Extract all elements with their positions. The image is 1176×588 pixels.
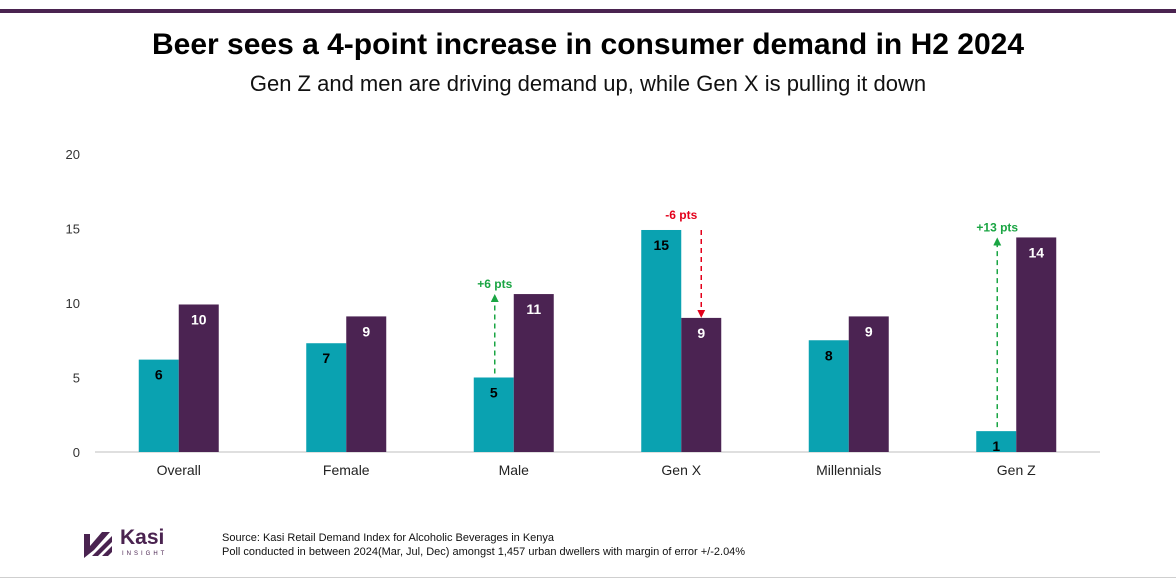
bar-chart: 0 5 10 15 20 6 10 Overall 7 9 Female 5 11 Male +6 pts 1… <box>66 147 1100 478</box>
bar-millennials-h1 <box>808 340 849 452</box>
data-label: 1 <box>992 438 1000 454</box>
bar-gen-z-h2 <box>1016 237 1057 452</box>
data-label: 14 <box>1028 244 1044 260</box>
change-label: -6 pts <box>665 208 697 222</box>
data-label: 7 <box>322 350 330 366</box>
logo-tagline: INSIGHT <box>122 551 168 557</box>
data-label: 9 <box>362 323 370 339</box>
x-tick-label: Male <box>499 462 530 478</box>
bar-millennials-h2 <box>848 316 889 452</box>
bar-overall-h2 <box>178 304 219 452</box>
data-label: 8 <box>825 347 833 363</box>
logo-name: Kasi <box>120 526 165 549</box>
bar-male-h1 <box>473 377 514 452</box>
bar-overall-h1 <box>138 359 179 452</box>
chart-subtitle: Gen Z and men are driving demand up, whi… <box>249 71 927 96</box>
y-tick-label: 0 <box>73 445 80 460</box>
x-tick-label: Gen X <box>661 462 701 478</box>
kasi-logo: Kasi INSIGHT <box>80 524 190 564</box>
change-label: +6 pts <box>477 277 512 291</box>
bar-female-h1 <box>306 343 347 452</box>
source-note: Source: Kasi Retail Demand Index for Alc… <box>222 531 745 559</box>
x-tick-label: Millennials <box>816 462 881 478</box>
chart-title: Beer sees a 4-point increase in consumer… <box>151 28 1025 61</box>
data-label: 9 <box>865 323 873 339</box>
kasi-logo-icon <box>84 532 112 558</box>
bar-gen-x-h1 <box>641 229 682 452</box>
data-label: 15 <box>653 237 669 253</box>
x-tick-label: Female <box>323 462 370 478</box>
source-line: Source: Kasi Retail Demand Index for Alc… <box>222 532 555 544</box>
change-label: +13 pts <box>976 220 1018 234</box>
data-label: 10 <box>191 311 207 327</box>
data-label: 11 <box>526 301 541 317</box>
bar-male-h2 <box>513 294 554 452</box>
bottom-rule <box>0 577 1176 578</box>
y-tick-label: 5 <box>73 371 80 386</box>
bar-gen-x-h2 <box>681 317 722 452</box>
data-label: 6 <box>155 367 163 383</box>
bar-gen-z-h1 <box>976 431 1017 452</box>
data-label: 5 <box>490 385 498 401</box>
data-label: 9 <box>697 325 705 341</box>
x-tick-label: Overall <box>157 462 201 478</box>
poll-line: Poll conducted in between 2024(Mar, Jul,… <box>222 546 746 558</box>
x-tick-label: Gen Z <box>997 462 1036 478</box>
bar-female-h2 <box>346 316 387 452</box>
y-tick-label: 15 <box>66 222 80 237</box>
top-rule <box>0 9 1176 13</box>
y-tick-label: 10 <box>66 296 80 311</box>
y-tick-label: 20 <box>66 147 80 162</box>
